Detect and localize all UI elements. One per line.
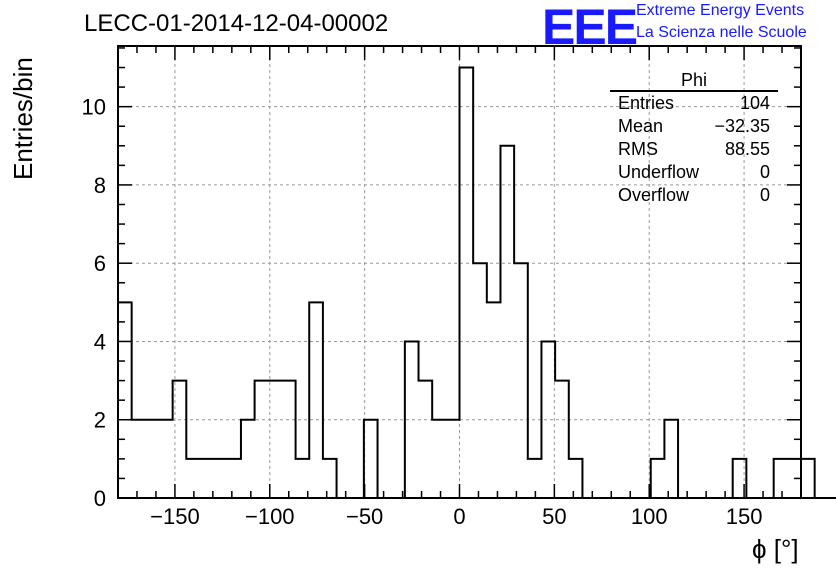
histogram-bin [282,381,296,498]
histogram-bin [446,420,460,498]
x-tick-label: −50 [346,504,383,529]
histogram-bin [514,263,528,498]
histogram-bin [186,459,200,498]
logo-line-1: Extreme Energy Events [636,2,805,19]
histogram-bin [664,420,678,498]
histogram-bin [200,459,214,498]
histogram-bin [555,381,569,498]
histogram-bin [145,420,159,498]
histogram-bin [309,302,323,498]
axis-ticks [118,46,801,499]
histogram-bin [569,459,583,498]
x-tick-label: 50 [542,504,566,529]
stats-row-entries: Entries 104 [610,92,778,115]
histogram-bin [132,420,146,498]
histogram-bin [541,341,555,498]
histogram-bin [801,459,815,498]
stats-label: Overflow [618,185,690,205]
histogram-bars [117,66,836,499]
stats-value: 0 [759,185,770,205]
histogram-bin [159,420,173,498]
histogram-bin [651,459,665,498]
stats-value: 88.55 [724,139,770,159]
stats-value: 0 [759,162,770,182]
stats-label: RMS [618,139,658,159]
y-tick-label: 10 [82,95,106,120]
histogram-bin [432,420,446,498]
logo-line-2: La Scienza nelle Scuole [636,24,807,41]
histogram-bin [460,68,474,498]
y-tick-label: 2 [94,408,106,433]
histogram-bin [473,263,487,498]
y-tick-label: 6 [94,251,106,276]
histogram-bin [419,381,433,498]
x-tick-labels: −150 −100 −50 0 50 100 150 [150,504,762,529]
stats-label: Entries [618,93,675,113]
y-tick-label: 8 [94,173,106,198]
y-tick-label: 0 [94,486,106,511]
stats-value: −32.35 [714,116,770,136]
y-tick-labels: 0 2 4 6 8 10 [82,95,106,511]
stats-row-overflow: Overflow 0 [610,184,778,207]
chart-title: LECC-01-2014-12-04-00002 [84,10,389,37]
histogram-bin [241,420,255,498]
histogram-bin [268,381,282,498]
stats-label: Underflow [618,162,700,182]
histogram-bin [500,146,514,498]
stats-name: Phi [610,70,778,92]
histogram-bin [255,381,269,498]
x-tick-label: −100 [245,504,295,529]
histogram-bin [323,459,337,498]
histogram-bin [227,459,241,498]
histogram-bin [528,459,542,498]
stats-row-mean: Mean −32.35 [610,115,778,138]
histogram-outline [117,66,836,499]
eee-logo: EEE [542,0,638,55]
y-axis-label: Entries/bin [8,57,38,180]
x-tick-label: −150 [150,504,200,529]
x-tick-label: 150 [726,504,763,529]
histogram-bin [214,459,228,498]
stats-value: 104 [739,93,770,113]
y-tick-label: 4 [94,329,106,354]
stats-row-underflow: Underflow 0 [610,161,778,184]
x-axis-label: ϕ [°] [752,534,799,564]
stats-box: Phi Entries 104 Mean −32.35 RMS 88.55 Un… [610,70,778,207]
x-tick-label: 100 [631,504,668,529]
histogram-bin [774,459,788,498]
stats-label: Mean [618,116,664,136]
histogram-bin [487,302,501,498]
histogram-bin [364,420,378,498]
x-tick-label: 0 [453,504,465,529]
stats-row-rms: RMS 88.55 [610,138,778,161]
